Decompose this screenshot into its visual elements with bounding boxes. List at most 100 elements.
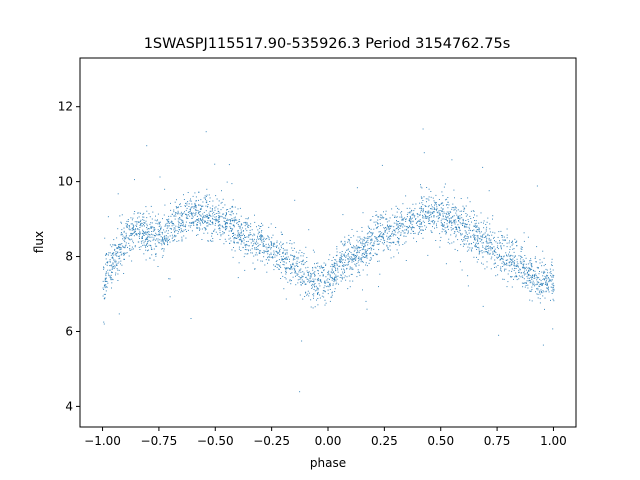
data-point: [255, 243, 257, 245]
data-point: [231, 218, 233, 219]
data-point: [233, 217, 235, 219]
data-point: [485, 224, 487, 225]
data-point: [212, 215, 214, 217]
data-point: [158, 221, 160, 223]
data-point: [456, 210, 458, 212]
data-point: [290, 266, 292, 267]
data-point: [230, 227, 232, 229]
data-point: [133, 213, 135, 215]
data-point: [125, 235, 127, 237]
data-point: [456, 214, 458, 216]
data-point: [396, 216, 398, 218]
data-point: [238, 234, 240, 236]
data-point: [490, 258, 492, 260]
data-point: [233, 238, 235, 240]
data-point: [489, 252, 491, 254]
data-point: [544, 279, 545, 281]
data-point: [180, 211, 182, 213]
data-point: [335, 255, 337, 257]
data-point: [550, 270, 552, 272]
data-point: [474, 220, 475, 221]
data-point: [421, 202, 423, 204]
data-point: [305, 276, 307, 278]
data-point: [318, 279, 320, 281]
data-point: [110, 274, 112, 276]
data-point: [132, 248, 134, 250]
data-point: [233, 226, 235, 228]
data-point: [168, 278, 170, 280]
data-point: [172, 240, 174, 242]
data-point: [215, 216, 217, 218]
data-point: [108, 252, 110, 254]
data-point: [278, 268, 280, 270]
data-point: [375, 237, 377, 239]
data-point: [392, 235, 394, 237]
data-point: [142, 216, 144, 218]
data-point: [240, 238, 242, 240]
data-point: [270, 241, 272, 243]
data-point: [465, 223, 467, 225]
data-point: [261, 239, 263, 241]
data-point: [539, 290, 541, 292]
data-point: [134, 211, 136, 212]
data-point: [475, 220, 477, 222]
data-point: [503, 239, 505, 241]
data-point: [398, 241, 400, 243]
data-point: [218, 215, 219, 217]
data-point: [286, 242, 288, 244]
data-point: [392, 242, 394, 243]
data-point: [190, 225, 192, 226]
data-point: [225, 228, 227, 230]
data-point: [240, 215, 242, 217]
data-point: [212, 223, 214, 225]
data-point: [246, 230, 248, 232]
data-point: [341, 259, 343, 261]
data-point: [319, 285, 321, 287]
data-point: [229, 237, 231, 239]
data-point: [518, 278, 520, 280]
data-point: [536, 185, 538, 187]
data-point: [116, 247, 118, 249]
data-point: [107, 261, 109, 263]
data-point: [138, 229, 140, 231]
data-point: [347, 258, 349, 260]
data-point: [357, 269, 359, 271]
data-point: [440, 224, 442, 226]
data-point: [319, 266, 321, 268]
data-point: [440, 236, 442, 238]
data-point: [494, 251, 496, 253]
data-point: [301, 275, 303, 277]
data-point: [528, 277, 530, 279]
data-point: [404, 232, 406, 234]
data-point: [383, 243, 385, 245]
data-point: [147, 249, 149, 251]
data-point: [388, 228, 390, 230]
data-point: [500, 245, 502, 247]
data-point: [336, 254, 338, 256]
data-point: [397, 232, 399, 234]
data-point: [234, 216, 236, 218]
data-point: [500, 256, 502, 258]
data-point: [161, 232, 163, 233]
data-point: [205, 220, 206, 222]
data-point: [446, 223, 448, 225]
data-point: [317, 293, 318, 294]
data-point: [199, 211, 201, 213]
data-point: [410, 229, 412, 231]
data-point: [218, 211, 220, 212]
data-point: [514, 260, 516, 262]
data-point: [483, 222, 484, 224]
data-point: [212, 221, 214, 223]
data-point: [172, 236, 174, 238]
data-point: [206, 216, 207, 218]
data-point: [112, 244, 114, 246]
data-point: [117, 247, 119, 249]
data-point: [312, 294, 314, 296]
data-point: [230, 211, 232, 213]
data-point: [267, 262, 268, 264]
data-point: [419, 231, 420, 233]
data-point: [477, 239, 479, 241]
data-point: [335, 270, 337, 272]
data-point: [302, 264, 304, 266]
data-point: [104, 293, 106, 295]
